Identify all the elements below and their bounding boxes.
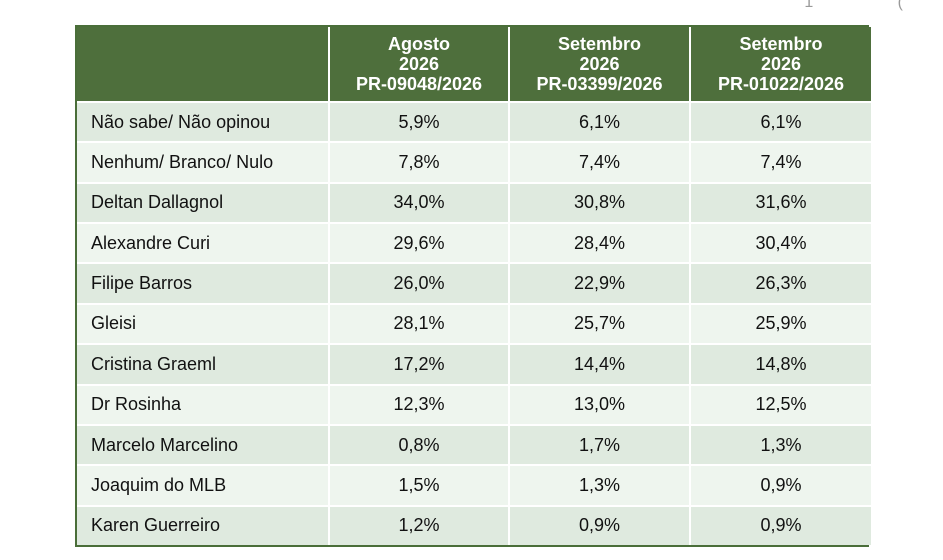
cell-value: 30,4% xyxy=(689,222,871,264)
cell-value: 31,6% xyxy=(689,181,871,224)
header-col-2-registration: PR-03399/2026 xyxy=(536,74,663,94)
cell-value: 14,8% xyxy=(689,343,871,385)
cell-value: 26,3% xyxy=(689,262,871,304)
header-col-3: Setembro 2026 PR-01022/2026 xyxy=(689,27,871,102)
cell-value: 29,6% xyxy=(328,222,509,264)
row-label: Não sabe/ Não opinou xyxy=(77,100,329,143)
cell-value: 1,5% xyxy=(328,464,509,506)
cell-value: 1,3% xyxy=(508,464,690,506)
cell-value: 0,8% xyxy=(328,423,509,466)
table-row: Deltan Dallagnol 34,0% 30,8% 31,6% xyxy=(77,181,871,224)
table-header: Agosto 2026 PR-09048/2026 Setembro 2026 … xyxy=(77,27,871,102)
cell-value: 0,9% xyxy=(508,504,690,545)
cell-value: 6,1% xyxy=(508,100,690,143)
header-col-3-year: 2026 xyxy=(760,54,802,74)
row-label: Deltan Dallagnol xyxy=(77,181,329,224)
header-col-1-year: 2026 xyxy=(398,54,440,74)
cell-value: 1,2% xyxy=(328,504,509,545)
table-row: Não sabe/ Não opinou 5,9% 6,1% 6,1% xyxy=(77,100,871,143)
row-label: Joaquim do MLB xyxy=(77,464,329,506)
header-col-2-month: Setembro xyxy=(557,34,642,54)
cell-value: 1,7% xyxy=(508,423,690,466)
cell-value: 7,8% xyxy=(328,141,509,183)
row-label: Alexandre Curi xyxy=(77,222,329,264)
row-label: Dr Rosinha xyxy=(77,383,329,425)
header-col-1-registration: PR-09048/2026 xyxy=(355,74,483,94)
row-label: Filipe Barros xyxy=(77,262,329,304)
row-label: Marcelo Marcelino xyxy=(77,423,329,466)
cell-value: 22,9% xyxy=(508,262,690,304)
table-row: Alexandre Curi 29,6% 28,4% 30,4% xyxy=(77,222,871,264)
table-row: Karen Guerreiro 1,2% 0,9% 0,9% xyxy=(77,504,871,545)
header-col-2-year: 2026 xyxy=(579,54,620,74)
cell-value: 5,9% xyxy=(328,100,509,143)
cell-value: 26,0% xyxy=(328,262,509,304)
header-row: Agosto 2026 PR-09048/2026 Setembro 2026 … xyxy=(77,27,871,102)
cell-value: 6,1% xyxy=(689,100,871,143)
cell-value: 25,9% xyxy=(689,302,871,345)
cell-value: 17,2% xyxy=(328,343,509,385)
table-row: Marcelo Marcelino 0,8% 1,7% 1,3% xyxy=(77,423,871,466)
cell-value: 1,3% xyxy=(689,423,871,466)
cell-value: 30,8% xyxy=(508,181,690,224)
table-body: Não sabe/ Não opinou 5,9% 6,1% 6,1% Nenh… xyxy=(77,100,871,545)
cell-value: 13,0% xyxy=(508,383,690,425)
cell-value: 0,9% xyxy=(689,504,871,545)
cell-value: 14,4% xyxy=(508,343,690,385)
table-row: Dr Rosinha 12,3% 13,0% 12,5% xyxy=(77,383,871,425)
cell-value: 25,7% xyxy=(508,302,690,345)
cell-value: 12,3% xyxy=(328,383,509,425)
table-row: Joaquim do MLB 1,5% 1,3% 0,9% xyxy=(77,464,871,506)
cell-value: 12,5% xyxy=(689,383,871,425)
cell-value: 28,1% xyxy=(328,302,509,345)
table-row: Filipe Barros 26,0% 22,9% 26,3% xyxy=(77,262,871,304)
cell-value: 28,4% xyxy=(508,222,690,264)
results-table: Agosto 2026 PR-09048/2026 Setembro 2026 … xyxy=(77,27,871,545)
poll-results-table: Agosto 2026 PR-09048/2026 Setembro 2026 … xyxy=(75,25,871,547)
cell-value: 0,9% xyxy=(689,464,871,506)
row-label: Gleisi xyxy=(77,302,329,345)
row-label: Karen Guerreiro xyxy=(77,504,329,545)
row-label: Nenhum/ Branco/ Nulo xyxy=(77,141,329,183)
header-col-3-registration: PR-01022/2026 xyxy=(717,74,845,94)
header-col-1-month: Agosto xyxy=(388,34,450,54)
header-col-2: Setembro 2026 PR-03399/2026 xyxy=(508,27,690,102)
cell-value: 7,4% xyxy=(689,141,871,183)
row-label: Cristina Graeml xyxy=(77,343,329,385)
header-empty-cell xyxy=(77,27,329,102)
table-row: Gleisi 28,1% 25,7% 25,9% xyxy=(77,302,871,345)
header-col-3-month: Setembro xyxy=(739,34,823,54)
corner-text-fragment: 1 ( xyxy=(804,0,943,11)
header-col-1: Agosto 2026 PR-09048/2026 xyxy=(328,27,509,102)
table-row: Nenhum/ Branco/ Nulo 7,8% 7,4% 7,4% xyxy=(77,141,871,183)
cell-value: 34,0% xyxy=(328,181,509,224)
cell-value: 7,4% xyxy=(508,141,690,183)
table-row: Cristina Graeml 17,2% 14,4% 14,8% xyxy=(77,343,871,385)
